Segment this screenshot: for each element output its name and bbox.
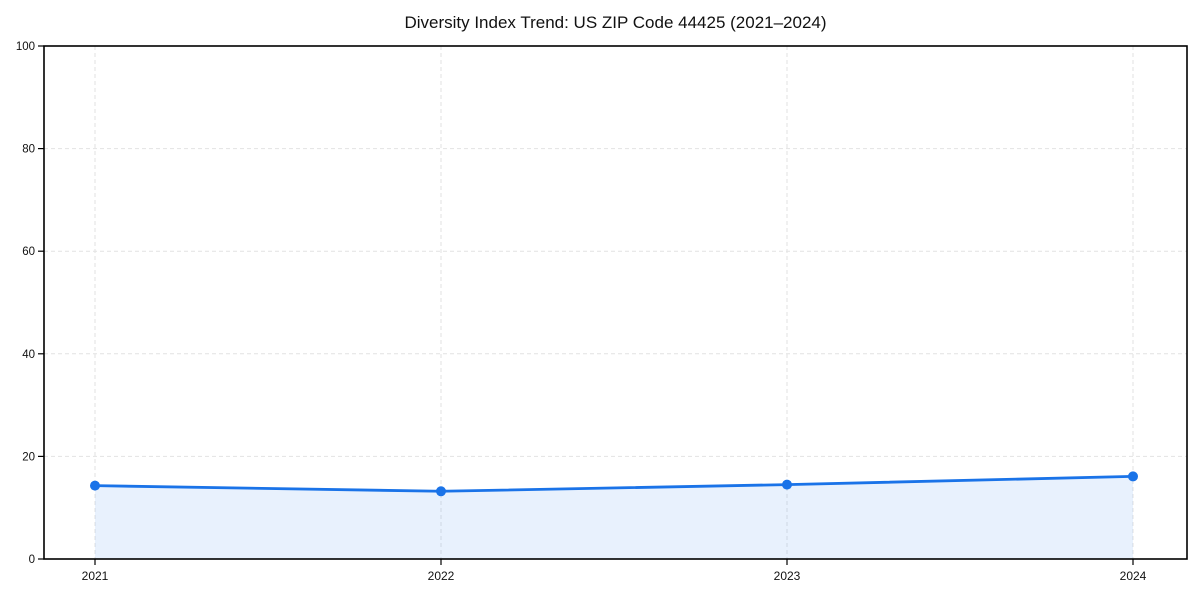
x-tick-label: 2022 <box>428 569 455 583</box>
data-point <box>90 480 100 491</box>
plot-border <box>43 45 1188 560</box>
y-tick-label: 40 <box>22 349 35 361</box>
y-tick-label: 80 <box>22 144 35 156</box>
chart-title: Diversity Index Trend: US ZIP Code 44425… <box>404 13 827 32</box>
y-tick-label: 0 <box>29 554 35 566</box>
trend-line <box>93 475 1135 493</box>
data-point <box>436 486 446 497</box>
x-tick-label: 2024 <box>1120 569 1147 583</box>
data-point <box>782 479 792 490</box>
x-tick-label: 2021 <box>82 569 109 583</box>
data-point <box>1128 471 1138 482</box>
y-tick-label: 20 <box>22 451 35 463</box>
y-tick-label: 60 <box>22 246 35 258</box>
area-fill <box>95 476 1133 559</box>
x-tick-label: 2023 <box>774 569 801 583</box>
y-tick-label: 100 <box>16 41 35 53</box>
